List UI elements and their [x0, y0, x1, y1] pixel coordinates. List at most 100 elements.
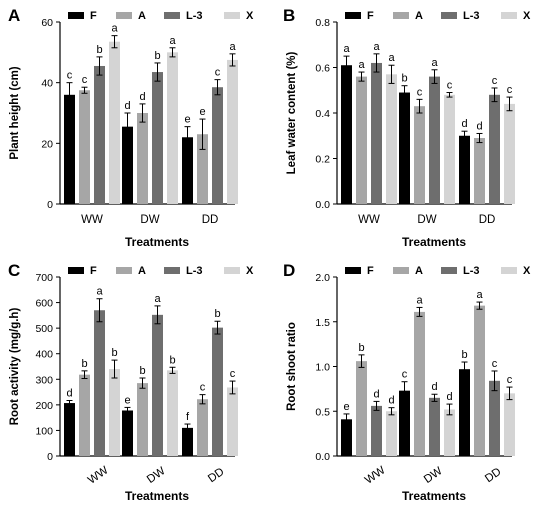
legend-label: L-3	[463, 265, 480, 277]
bar-l-3-dd	[489, 94, 500, 204]
x-axis-title: Treatments	[402, 235, 466, 249]
legend-swatch-f	[68, 12, 84, 19]
panel-letter: D	[283, 261, 295, 280]
x-tick-label: DD	[206, 466, 227, 485]
bar-a-dd	[197, 134, 208, 204]
y-tick-label: 0	[47, 451, 53, 463]
x-tick-label: WW	[86, 464, 111, 486]
significance-letter: a	[373, 41, 380, 53]
bar-f-dd	[459, 369, 470, 456]
bar-x-dw	[444, 409, 455, 456]
legend-label: F	[367, 265, 374, 277]
y-tick-label: 700	[35, 272, 53, 284]
significance-letter: f	[186, 411, 190, 423]
legend-swatch-l-3	[164, 267, 180, 274]
bar-l-3-ww	[371, 405, 382, 456]
panel-letter: B	[283, 6, 295, 25]
bar-a-dd	[474, 138, 485, 204]
x-tick-label: WW	[363, 464, 388, 486]
bar-x-ww	[109, 41, 120, 204]
significance-letter: c	[492, 358, 498, 370]
legend-label: X	[523, 265, 531, 277]
legend-label: F	[367, 10, 374, 22]
y-tick-label: 0.6	[315, 63, 330, 75]
bar-f-dd	[182, 137, 193, 204]
legend-label: L-3	[186, 10, 203, 22]
x-tick-label: DD	[483, 466, 504, 485]
y-axis-title: Leaf water content (%)	[286, 51, 298, 174]
y-tick-label: 500	[35, 323, 53, 335]
significance-letter: a	[154, 293, 161, 305]
x-tick-label: DW	[422, 465, 445, 486]
significance-letter: c	[402, 369, 408, 381]
bar-l-3-dd	[212, 87, 223, 204]
y-tick-label: 0.5	[315, 406, 330, 418]
bar-l-3-dd	[489, 380, 500, 456]
significance-letter: b	[214, 308, 220, 320]
panel-letter: C	[8, 261, 20, 280]
significance-letter: d	[431, 381, 437, 393]
bar-l-3-dw	[152, 72, 163, 204]
bar-f-dw	[122, 126, 133, 204]
x-tick-label: DW	[417, 214, 436, 226]
significance-letter: a	[229, 41, 236, 53]
y-tick-label: 1.5	[315, 317, 330, 329]
legend-swatch-a	[116, 267, 132, 274]
significance-letter: c	[215, 67, 221, 79]
legend-label: X	[246, 265, 254, 277]
bar-x-ww	[386, 411, 397, 456]
bar-f-dd	[459, 135, 470, 204]
y-tick-label: 1.0	[315, 362, 330, 374]
bar-a-dw	[137, 113, 148, 204]
bar-x-dd	[227, 387, 238, 456]
significance-letter: a	[96, 286, 103, 298]
significance-letter: d	[446, 391, 452, 403]
bar-l-3-ww	[94, 310, 105, 456]
significance-letter: b	[154, 50, 160, 62]
bar-x-ww	[109, 369, 120, 456]
y-tick-label: 40	[41, 78, 53, 90]
legend-swatch-a	[116, 12, 132, 19]
significance-letter: b	[461, 349, 467, 361]
y-tick-label: 600	[35, 298, 53, 310]
bar-a-ww	[356, 76, 367, 204]
legend-label: A	[415, 265, 423, 277]
legend-label: A	[138, 10, 146, 22]
bar-x-dd	[227, 59, 238, 204]
y-axis-title: Root shoot ratio	[286, 322, 298, 411]
legend-swatch-f	[68, 267, 84, 274]
bar-l-3-dw	[429, 397, 440, 456]
significance-letter: e	[124, 394, 130, 406]
panel-letter: A	[8, 6, 20, 25]
bar-l-3-ww	[371, 62, 382, 205]
bar-f-dw	[399, 390, 410, 456]
significance-letter: c	[492, 75, 498, 87]
legend-label: A	[138, 265, 146, 277]
bar-f-dw	[399, 92, 410, 204]
significance-letter: c	[67, 70, 73, 82]
significance-letter: e	[184, 114, 190, 126]
bar-f-ww	[64, 403, 75, 456]
legend-swatch-a	[393, 12, 409, 19]
panel-a: A 0 20 40 60 Plant height (cm) c d e c d e b b c a a a WW D…	[8, 6, 254, 249]
significance-letter: c	[230, 368, 236, 380]
significance-letter: b	[169, 354, 175, 366]
legend-swatch-x	[224, 267, 240, 274]
significance-letter: c	[447, 80, 453, 92]
legend-swatch-l-3	[441, 267, 457, 274]
legend-label: F	[90, 10, 97, 22]
bar-x-dd	[504, 103, 515, 204]
significance-letter: b	[401, 73, 407, 85]
y-tick-label: 20	[41, 138, 53, 150]
significance-letter: b	[358, 342, 364, 354]
significance-letter: b	[81, 358, 87, 370]
bar-l-3-ww	[94, 65, 105, 204]
x-axis-title: Treatments	[125, 235, 189, 249]
significance-letter: a	[388, 52, 395, 64]
significance-letter: d	[388, 395, 394, 407]
legend-swatch-x	[501, 267, 517, 274]
significance-letter: a	[111, 23, 118, 35]
significance-letter: c	[417, 86, 423, 98]
